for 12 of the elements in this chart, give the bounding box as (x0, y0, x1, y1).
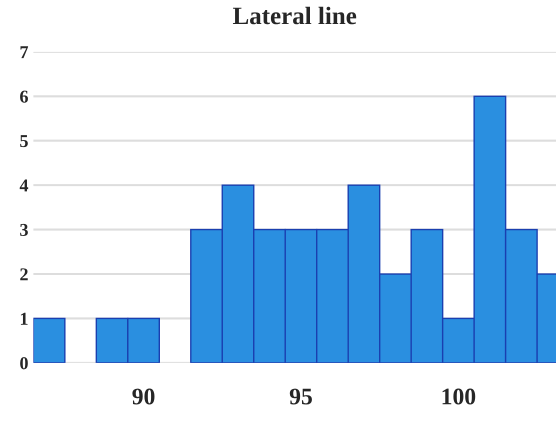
y-tick-label: 2 (20, 268, 28, 280)
y-tick-label: 6 (20, 90, 28, 103)
y-tick-label: 0 (20, 357, 28, 370)
y-tick-label: 4 (20, 180, 28, 192)
y-tick-label: 7 (20, 46, 28, 58)
chart-title: Lateral line (232, 6, 356, 24)
x-tick-label: 90 (132, 388, 154, 404)
x-tick-label: 95 (290, 388, 312, 404)
x-tick-label: 100 (442, 388, 476, 404)
y-tick-label: 1 (20, 312, 28, 325)
y-tick-label: 5 (20, 135, 28, 148)
y-tick-label: 3 (20, 224, 28, 236)
